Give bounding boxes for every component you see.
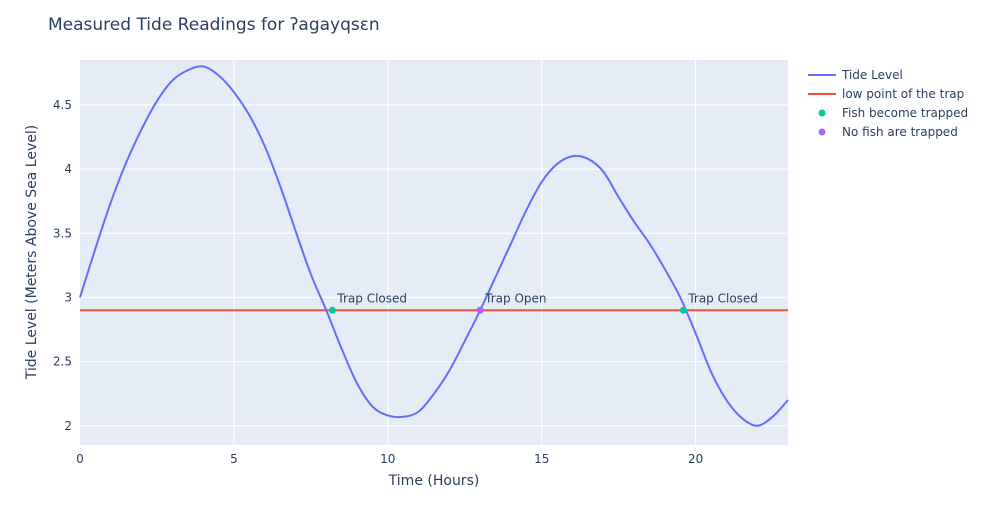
legend-item[interactable]: Fish become trapped xyxy=(818,106,969,120)
legend-item[interactable]: low point of the trap xyxy=(808,87,964,101)
y-tick-label: 4.5 xyxy=(53,98,72,112)
y-tick-label: 3.5 xyxy=(53,226,72,240)
y-axis-title: Tide Level (Meters Above Sea Level) xyxy=(24,125,40,380)
y-tick-label: 2 xyxy=(64,419,72,433)
x-tick-label: 5 xyxy=(230,452,238,466)
legend-label: low point of the trap xyxy=(842,87,964,101)
annotations-layer: Trap Closed Trap Open Trap Closed xyxy=(336,291,758,305)
y-tick-labels: 2 2.5 3 3.5 4 4.5 xyxy=(53,98,72,433)
chart-title: Measured Tide Readings for ʔagayqsɛn xyxy=(48,15,380,35)
legend-label: No fish are trapped xyxy=(842,125,958,139)
y-tick-label: 3 xyxy=(64,290,72,304)
plot-area xyxy=(80,60,788,445)
legend[interactable]: Tide Level low point of the trap Fish beco… xyxy=(808,68,968,139)
annotation-label: Trap Open xyxy=(484,291,546,305)
x-tick-label: 10 xyxy=(380,452,395,466)
x-tick-label: 0 xyxy=(76,452,84,466)
point-fish-become-trapped[interactable] xyxy=(328,306,336,314)
legend-label: Fish become trapped xyxy=(842,106,968,120)
legend-swatch-marker xyxy=(818,128,826,136)
series-tide-level-line xyxy=(79,65,789,427)
series-layer xyxy=(79,65,789,427)
x-tick-label: 20 xyxy=(688,452,703,466)
x-tick-labels: 0 5 10 15 20 xyxy=(76,452,703,466)
x-tick-label: 15 xyxy=(534,452,549,466)
y-tick-label: 4 xyxy=(64,162,72,176)
grid-lines xyxy=(80,60,788,445)
legend-item[interactable]: Tide Level xyxy=(808,68,903,82)
annotation-label: Trap Closed xyxy=(687,291,758,305)
point-no-fish-are-trapped[interactable] xyxy=(476,306,484,314)
legend-item[interactable]: No fish are trapped xyxy=(818,125,958,139)
y-tick-label: 2.5 xyxy=(53,355,72,369)
point-fish-become-trapped[interactable] xyxy=(679,306,687,314)
legend-swatch-marker xyxy=(818,109,826,117)
legend-label: Tide Level xyxy=(841,68,903,82)
x-axis-title: Time (Hours) xyxy=(388,473,480,489)
annotation-label: Trap Closed xyxy=(336,291,407,305)
